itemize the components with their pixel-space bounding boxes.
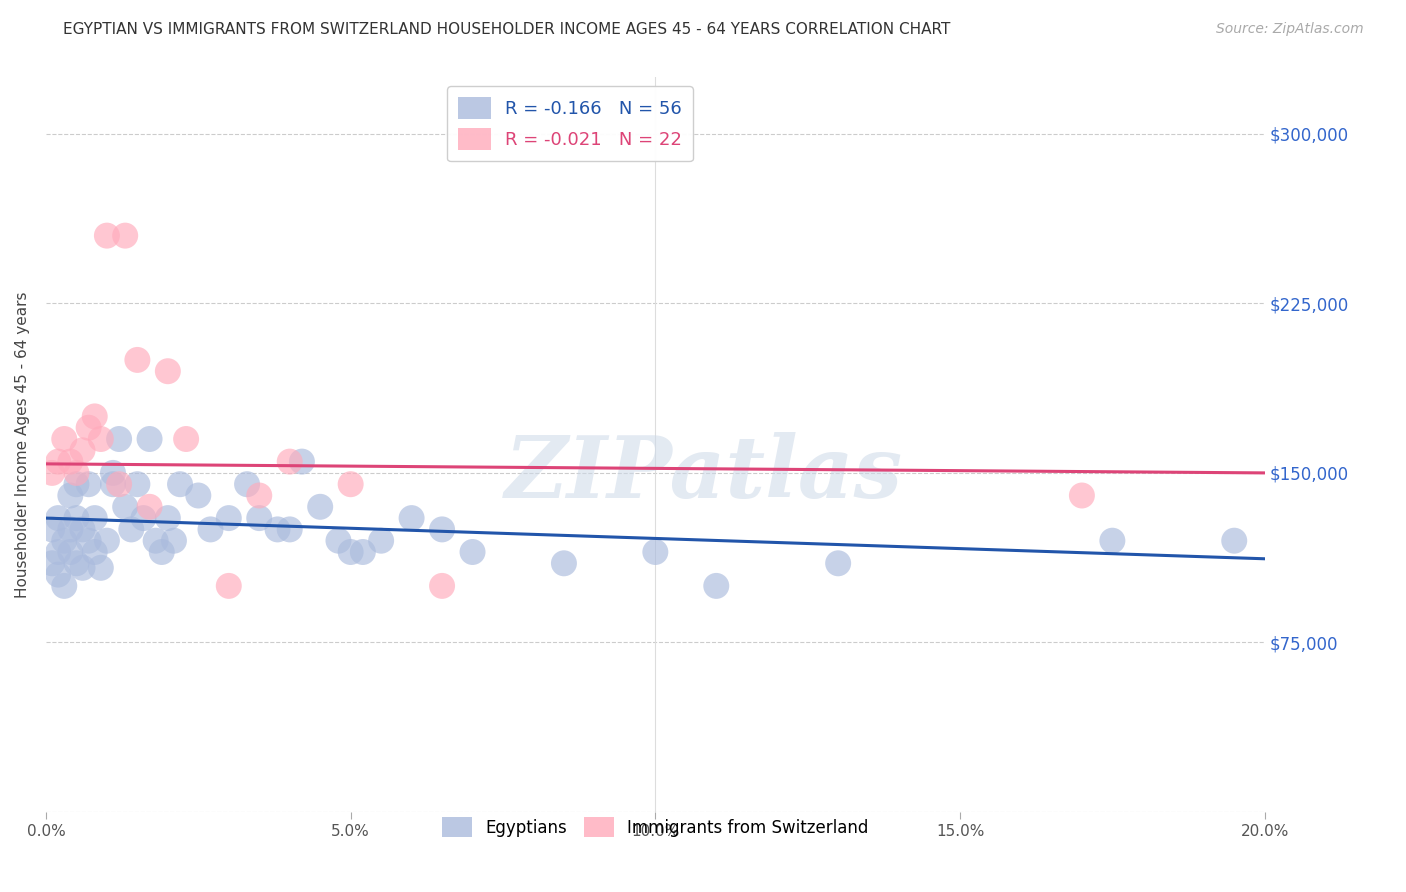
Point (163, 533, 186, 548)
Point (65, 466, 87, 480)
Point (120, 522, 142, 536)
Point (53, 432, 76, 446)
Point (77, 533, 100, 548)
Point (461, 545, 484, 559)
Text: Source: ZipAtlas.com: Source: ZipAtlas.com (1216, 22, 1364, 37)
Point (309, 500, 332, 514)
Point (72, 443, 94, 458)
Point (53, 579, 76, 593)
Point (127, 477, 149, 491)
Point (339, 545, 361, 559)
Point (108, 477, 131, 491)
Point (370, 533, 392, 548)
Point (59, 454, 82, 468)
Point (401, 511, 423, 525)
Point (352, 545, 374, 559)
Point (1070, 488, 1092, 502)
Point (127, 352, 149, 367)
Point (41, 522, 63, 536)
Point (72, 522, 94, 536)
Point (101, 466, 124, 480)
Point (83, 511, 105, 525)
Point (1223, 533, 1246, 548)
Point (65, 511, 87, 525)
Point (247, 511, 270, 525)
Point (83, 545, 105, 559)
Point (187, 488, 209, 502)
Point (59, 488, 82, 502)
Point (200, 522, 222, 536)
Point (53, 533, 76, 548)
Point (1101, 533, 1123, 548)
Point (430, 522, 453, 536)
Point (266, 522, 288, 536)
Point (83, 409, 105, 424)
Point (132, 511, 155, 525)
Point (328, 533, 350, 548)
Point (108, 432, 131, 446)
Point (46, 511, 69, 525)
Point (150, 545, 173, 559)
Point (65, 477, 87, 491)
Point (138, 500, 160, 514)
Point (174, 432, 197, 446)
Point (145, 533, 167, 548)
Point (90, 432, 112, 446)
Text: ZIPatlas: ZIPatlas (505, 433, 903, 516)
Point (90, 561, 112, 575)
Point (247, 488, 270, 502)
Point (218, 511, 240, 525)
Point (339, 477, 361, 491)
Point (101, 477, 124, 491)
Point (96, 228, 118, 243)
Point (138, 432, 160, 446)
Point (59, 545, 82, 559)
Point (72, 561, 94, 575)
Point (46, 454, 69, 468)
Point (46, 545, 69, 559)
Point (553, 557, 575, 571)
Point (46, 567, 69, 582)
Point (41, 557, 63, 571)
Point (278, 522, 301, 536)
Point (114, 500, 136, 514)
Point (77, 420, 100, 434)
Point (278, 454, 301, 468)
Point (236, 477, 259, 491)
Legend: Egyptians, Immigrants from Switzerland: Egyptians, Immigrants from Switzerland (436, 810, 876, 844)
Y-axis label: Householder Income Ages 45 - 64 years: Householder Income Ages 45 - 64 years (15, 292, 30, 598)
Point (291, 454, 314, 468)
Point (41, 466, 63, 480)
Point (827, 557, 849, 571)
Point (644, 545, 666, 559)
Text: EGYPTIAN VS IMMIGRANTS FROM SWITZERLAND HOUSEHOLDER INCOME AGES 45 - 64 YEARS CO: EGYPTIAN VS IMMIGRANTS FROM SWITZERLAND … (63, 22, 950, 37)
Point (169, 477, 191, 491)
Point (65, 557, 87, 571)
Point (156, 364, 179, 378)
Point (96, 533, 118, 548)
Point (77, 477, 100, 491)
Point (218, 579, 240, 593)
Point (704, 579, 727, 593)
Point (156, 511, 179, 525)
Point (114, 228, 136, 243)
Point (430, 579, 453, 593)
Point (59, 522, 82, 536)
